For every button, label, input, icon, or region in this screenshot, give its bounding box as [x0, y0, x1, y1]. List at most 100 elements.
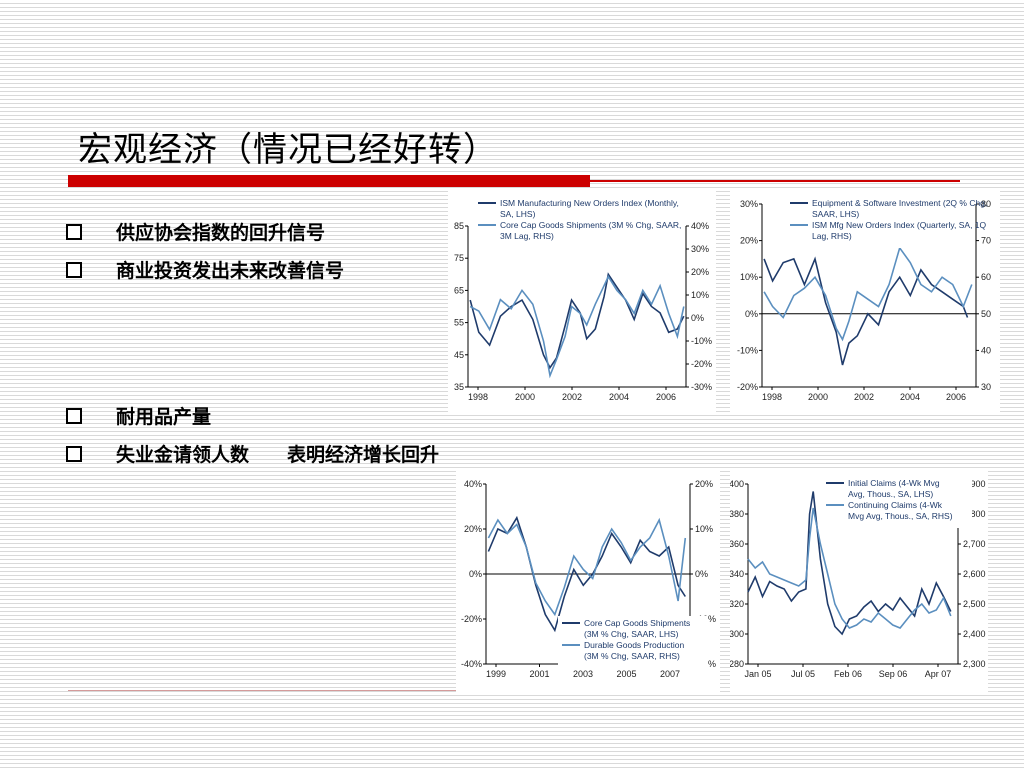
- chart-cap-goods-vs-durable: 40%20%0%-20%-40%20%10%0%-10%-20%19992001…: [461, 479, 716, 679]
- x-tick-label: 2000: [515, 392, 535, 402]
- y-right-tick-label: 60: [981, 272, 991, 282]
- x-tick-label: 1999: [486, 669, 506, 679]
- y-right-tick-label: 50: [981, 309, 991, 319]
- x-tick-label: Feb 06: [834, 669, 862, 679]
- x-tick-label: Sep 06: [879, 669, 908, 679]
- chart-panel-jobless-claims: 400 380 360 340 320 300 280 2,900 2,800 2,700 2,60…: [730, 470, 988, 692]
- y-right-tick-label: 2,700: [963, 539, 986, 549]
- y-right-tick-label: 30: [981, 382, 991, 392]
- legend-background: [786, 196, 936, 248]
- legend-label: SA, LHS): [500, 209, 536, 219]
- series-line-primary: [747, 491, 952, 636]
- series-line-secondary: [487, 517, 687, 617]
- legend-label: Core Cap Goods Shipments (3M % Chg, SAAR…: [500, 220, 681, 230]
- hollow-square-bullet-icon: [66, 445, 82, 462]
- x-tick-label: 2004: [609, 392, 629, 402]
- x-tick-label: 1998: [468, 392, 488, 402]
- y-right-tick-label: -30%: [691, 382, 712, 392]
- y-left-tick-label: 0%: [745, 309, 758, 319]
- bullet-item: 耐用品产量: [66, 402, 211, 429]
- y-left-tick-label: -20%: [461, 614, 482, 624]
- chart-panel-ism-core-cap: 85 75 65 55 45 35 40% 30% 20% 10% 0% -10% -20% -30% 19…: [448, 190, 716, 412]
- y-left-tick-label: 20%: [740, 236, 758, 246]
- y-right-tick-label: 2,800: [963, 509, 986, 519]
- legend-label: Equipment & Software Investment (2Q % Ch…: [812, 198, 987, 208]
- y-right-tick-label: -20%: [691, 359, 712, 369]
- hollow-square-bullet-icon: [66, 261, 82, 278]
- series-line-primary: [763, 256, 969, 366]
- x-tick-label: 2007: [660, 669, 680, 679]
- y-left-tick-label: 75: [454, 253, 464, 263]
- legend-label: ISM Manufacturing New Orders Index (Mont…: [500, 198, 679, 208]
- bullet-item: 供应协会指数的回升信号: [66, 218, 325, 245]
- y-right-tick-label: 2,400: [963, 629, 986, 639]
- y-left-tick-label: 360: [730, 539, 744, 549]
- series-line-secondary: [747, 507, 952, 629]
- x-tick-label: 1998: [762, 392, 782, 402]
- y-left-tick-label: -10%: [737, 345, 758, 355]
- y-left-tick-label: 280: [730, 659, 744, 669]
- title-underline-rule: [590, 180, 960, 182]
- y-left-tick-label: 30%: [740, 199, 758, 209]
- y-left-tick-label: 400: [730, 479, 744, 489]
- legend-label: Avg, Thous., SA, LHS): [848, 489, 933, 499]
- legend-label: Initial Claims (4-Wk Mvg: [848, 478, 940, 488]
- x-tick-label: 2003: [573, 669, 593, 679]
- y-right-tick-label: 2,300: [963, 659, 986, 669]
- x-tick-label: 2001: [529, 669, 549, 679]
- legend-background: [558, 616, 708, 668]
- x-tick-label: Jul 05: [791, 669, 815, 679]
- y-left-tick-label: 320: [730, 599, 744, 609]
- y-right-tick-label: 40%: [691, 221, 709, 231]
- legend-background: [822, 476, 972, 528]
- y-right-tick-label: 80: [981, 199, 991, 209]
- legend-label: Durable Goods Production: [584, 640, 684, 650]
- y-right-tick-label: 2,500: [963, 599, 986, 609]
- series-line-primary: [469, 272, 685, 370]
- bullet-text: 商业投资发出未来改善信号: [116, 260, 345, 282]
- bullet-item: 失业金请领人数 表明经济增长回升: [66, 440, 439, 467]
- footer-rule: [68, 690, 458, 691]
- series-line-secondary: [763, 246, 973, 342]
- hollow-square-bullet-icon: [66, 223, 82, 240]
- series-line-primary: [487, 515, 686, 633]
- y-right-tick-label: -10%: [691, 336, 712, 346]
- legend-label: 3M Lag, RHS): [500, 231, 554, 241]
- legend-label: (3M % Chg, SAAR, RHS): [584, 651, 680, 661]
- x-tick-label: 2006: [946, 392, 966, 402]
- chart-panel-durable-goods: 40%20%0%-20%-40%20%10%0%-10%-20%19992001…: [456, 470, 720, 692]
- x-tick-label: 2002: [854, 392, 874, 402]
- y-left-tick-label: 0%: [469, 569, 482, 579]
- chart-equipment-vs-ism: 30% 20% 10% 0% -10% -20% 80 70 60 50 40 30 1998 2000 2…: [737, 196, 991, 402]
- x-tick-label: 2006: [656, 392, 676, 402]
- y-left-tick-label: 40%: [464, 479, 482, 489]
- y-right-tick-label: 70: [981, 236, 991, 246]
- title-underline-bar: [68, 175, 590, 187]
- series-line-secondary: [469, 274, 685, 379]
- y-right-tick-label: 2,600: [963, 569, 986, 579]
- x-tick-label: 2004: [900, 392, 920, 402]
- y-left-tick-label: 20%: [464, 524, 482, 534]
- y-left-tick-label: 380: [730, 509, 744, 519]
- y-right-tick-label: 20%: [695, 479, 713, 489]
- legend-label: Continuing Claims (4-Wk: [848, 500, 943, 510]
- bullet-text: 耐用品产量: [116, 406, 212, 428]
- y-left-tick-label: 340: [730, 569, 744, 579]
- chart-ism-vs-core-cap: 85 75 65 55 45 35 40% 30% 20% 10% 0% -10% -20% -30% 19…: [454, 196, 712, 402]
- y-right-tick-label: 2,900: [963, 479, 986, 489]
- legend-label: SAAR, LHS): [812, 209, 859, 219]
- y-left-tick-label: -40%: [461, 659, 482, 669]
- y-right-tick-label: 40: [981, 345, 991, 355]
- chart-panel-equipment-investment: 30% 20% 10% 0% -10% -20% 80 70 60 50 40 30 1998 2000 2…: [730, 190, 1000, 412]
- x-tick-label: Apr 07: [925, 669, 952, 679]
- legend-label: Lag, RHS): [812, 231, 852, 241]
- legend-label: (3M % Chg, SAAR, LHS): [584, 629, 679, 639]
- legend-label: Core Cap Goods Shipments: [584, 618, 690, 628]
- y-left-tick-label: 55: [454, 318, 464, 328]
- legend-background: [474, 196, 624, 248]
- bullet-text: 失业金请领人数: [116, 444, 250, 466]
- legend-label: Mvg Avg, Thous., SA, RHS): [848, 511, 953, 521]
- y-left-tick-label: 35: [454, 382, 464, 392]
- bullet-text-extra: 表明经济增长回升: [287, 444, 440, 466]
- y-left-tick-label: 85: [454, 221, 464, 231]
